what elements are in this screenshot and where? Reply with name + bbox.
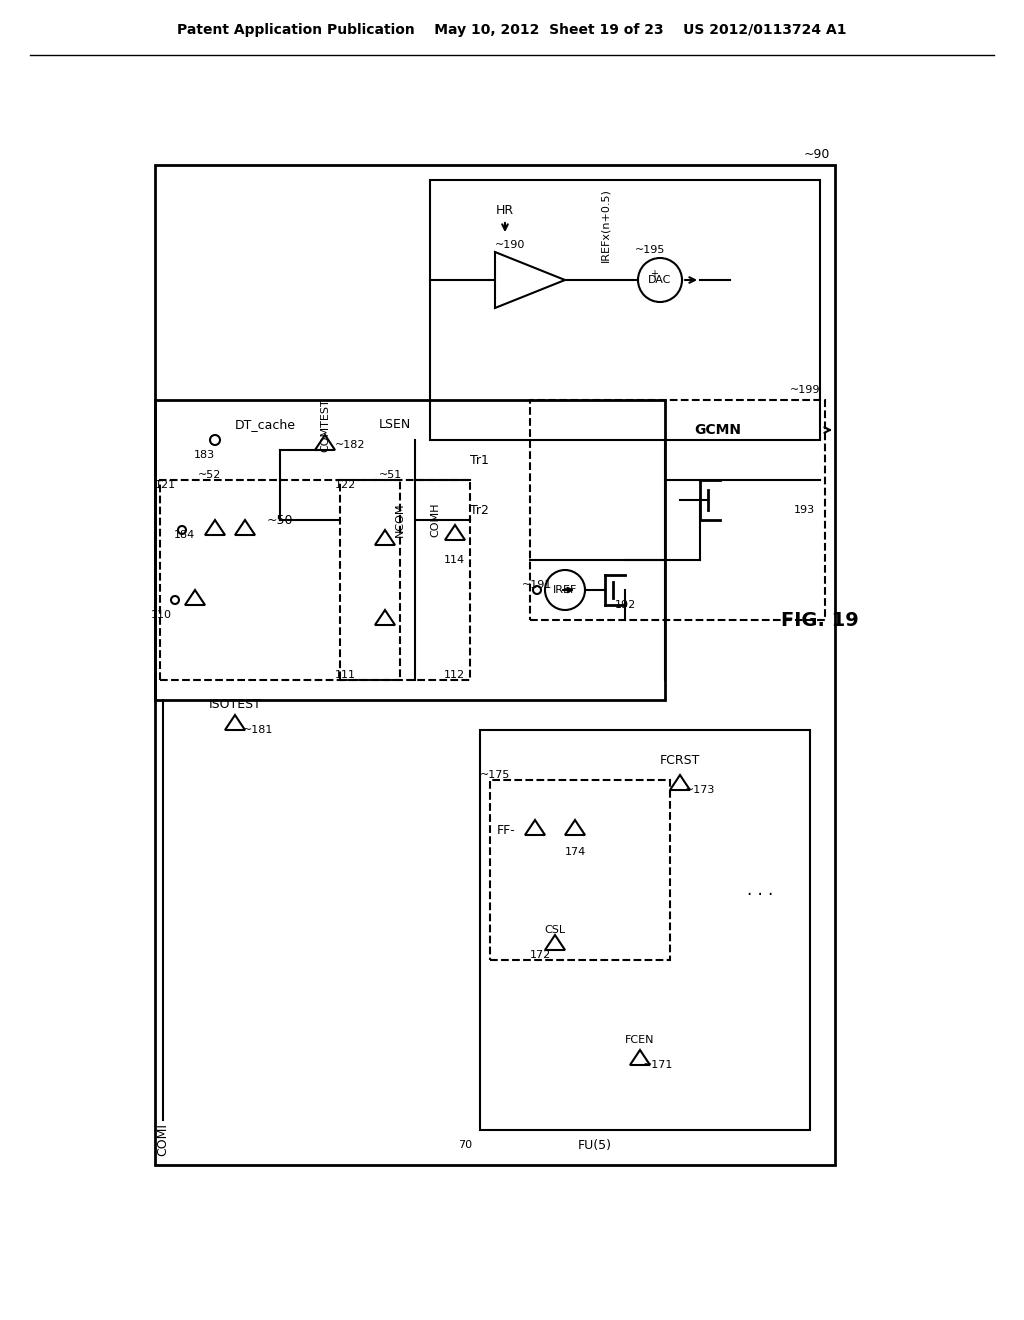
Bar <box>530 400 825 620</box>
Text: COMI: COMI <box>157 1123 170 1156</box>
Text: 111: 111 <box>335 671 355 680</box>
Text: 172: 172 <box>529 950 551 960</box>
Text: FCRST: FCRST <box>659 754 700 767</box>
Text: IREF: IREF <box>553 585 578 595</box>
Text: 121: 121 <box>155 480 175 490</box>
Text: +: + <box>650 269 658 279</box>
Text: CSL: CSL <box>545 925 565 935</box>
Text: ~175: ~175 <box>480 770 510 780</box>
Text: 183: 183 <box>194 450 215 459</box>
Text: 114: 114 <box>443 554 465 565</box>
Text: FCEN: FCEN <box>626 1035 654 1045</box>
Text: 174: 174 <box>564 847 586 857</box>
Text: 192: 192 <box>614 601 636 610</box>
Text: Tr1: Tr1 <box>470 454 488 466</box>
Text: 122: 122 <box>335 480 355 490</box>
Text: ~199: ~199 <box>790 385 820 395</box>
Text: ~173: ~173 <box>685 785 715 795</box>
Text: 193: 193 <box>794 506 815 515</box>
Text: ~181: ~181 <box>243 725 273 735</box>
Text: IREFx(n+0.5): IREFx(n+0.5) <box>600 187 610 261</box>
Bar <box>430 180 820 440</box>
Text: COMH: COMH <box>430 503 440 537</box>
Text: DAC: DAC <box>648 275 672 285</box>
Text: Tr2: Tr2 <box>470 503 488 516</box>
Bar <box>480 730 810 1130</box>
Bar <box>155 165 835 1166</box>
Text: ~90: ~90 <box>804 149 830 161</box>
Text: ISOTEST: ISOTEST <box>209 698 261 711</box>
Bar <box>155 400 665 700</box>
Text: ~195: ~195 <box>635 246 666 255</box>
Text: 70: 70 <box>458 1140 472 1150</box>
Text: 110: 110 <box>151 610 172 620</box>
Text: ~52: ~52 <box>199 470 221 480</box>
Text: ~182: ~182 <box>335 440 366 450</box>
Text: ~191: ~191 <box>522 579 552 590</box>
Text: DT_cache: DT_cache <box>234 418 296 432</box>
Text: ~190: ~190 <box>495 240 525 249</box>
Bar <box>340 480 470 680</box>
Text: NCOM: NCOM <box>395 503 406 537</box>
Text: ~51: ~51 <box>379 470 401 480</box>
Text: FF-: FF- <box>497 824 516 837</box>
Text: LSEN: LSEN <box>379 418 411 432</box>
Text: COMTEST: COMTEST <box>319 399 330 451</box>
Bar <box>160 480 400 680</box>
Bar <box>490 780 670 960</box>
Text: GCMN: GCMN <box>694 422 741 437</box>
Text: Patent Application Publication    May 10, 2012  Sheet 19 of 23    US 2012/011372: Patent Application Publication May 10, 2… <box>177 22 847 37</box>
Text: 112: 112 <box>443 671 465 680</box>
Text: . . .: . . . <box>746 880 773 899</box>
Text: 184: 184 <box>174 531 195 540</box>
Text: ~50: ~50 <box>266 513 293 527</box>
Text: FIG. 19: FIG. 19 <box>781 610 859 630</box>
Text: HR: HR <box>496 203 514 216</box>
Text: ~171: ~171 <box>643 1060 673 1071</box>
Text: FU(5): FU(5) <box>578 1138 612 1151</box>
